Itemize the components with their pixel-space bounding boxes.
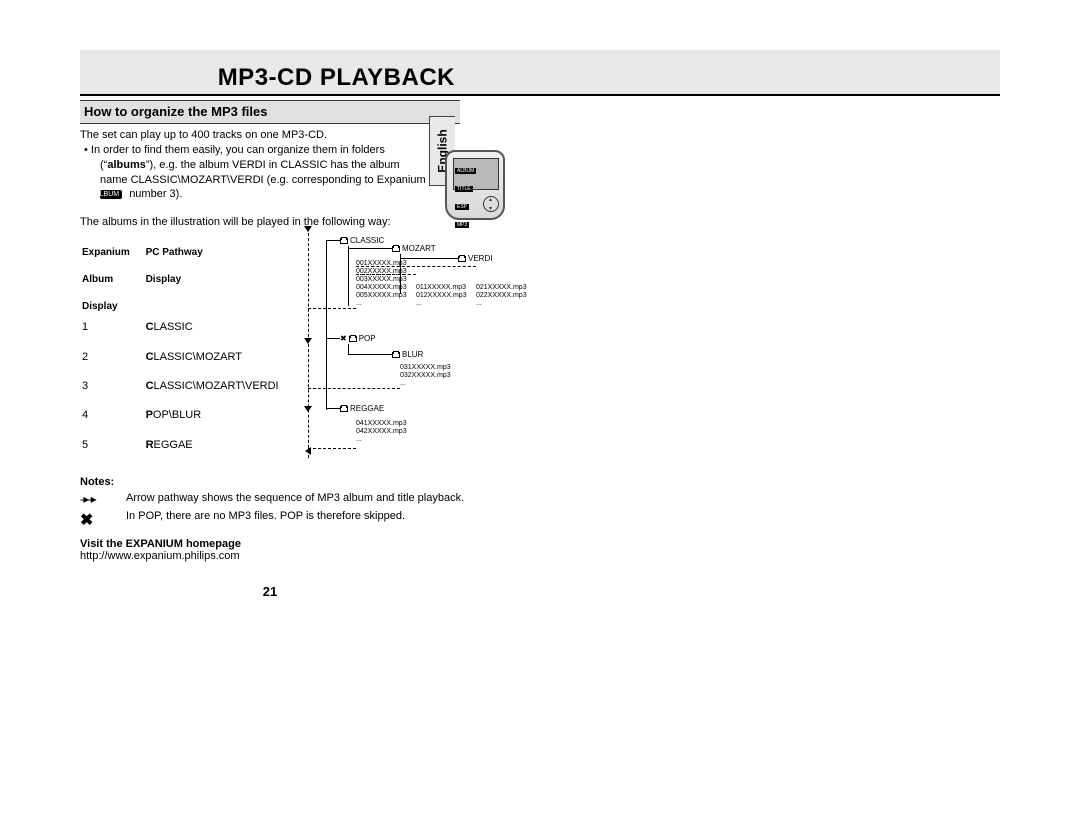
col2-h2: Display bbox=[146, 267, 298, 292]
album-badge: ALBUM bbox=[100, 190, 122, 199]
bullet-text1: In order to find them easily, you can or… bbox=[91, 144, 385, 156]
pathway-table: Expanium PC Pathway Album Display Displa… bbox=[80, 238, 300, 468]
sub-header-bar: How to organize the MP3 files bbox=[80, 100, 460, 124]
folder-tree-diagram: CLASSIC MOZART VERDI 001XXXXX.mp3 002XXX… bbox=[300, 238, 700, 468]
note1-text: Arrow pathway shows the sequence of MP3 … bbox=[126, 492, 1000, 504]
visit-url: http://www.expanium.philips.com bbox=[80, 550, 1000, 562]
arrowhead-icon bbox=[304, 338, 312, 344]
row1-n: 1 bbox=[82, 321, 144, 348]
arrowhead-icon bbox=[305, 447, 311, 455]
note2-text: In POP, there are no MP3 files. POP is t… bbox=[126, 510, 1000, 522]
albums-bold: albums bbox=[107, 159, 146, 171]
section-title: MP3-CD PLAYBACK bbox=[218, 64, 455, 92]
device-illustration: ALBUM TITLE ESP MP3 bbox=[445, 150, 505, 220]
pathway-table-area: Expanium PC Pathway Album Display Displa… bbox=[80, 238, 1000, 468]
screen-title: TITLE bbox=[455, 186, 473, 192]
folder-reggae: REGGAE bbox=[340, 404, 384, 413]
manual-page: MP3-CD PLAYBACK English How to organize … bbox=[80, 50, 1000, 599]
row4-n: 4 bbox=[82, 409, 144, 436]
col1-h1: Expanium bbox=[82, 240, 144, 265]
visit-section: Visit the EXPANIUM homepage http://www.e… bbox=[80, 538, 1000, 562]
folder-verdi: VERDI bbox=[458, 254, 492, 263]
sub-header-text: How to organize the MP3 files bbox=[84, 104, 267, 119]
device-screen: ALBUM TITLE ESP MP3 bbox=[453, 158, 499, 190]
arrowhead-icon bbox=[304, 226, 312, 232]
bullet-marker: • bbox=[84, 144, 88, 156]
bullet-text4: number 3). bbox=[129, 188, 182, 200]
notes-section: Notes: - ▸- ▸ Arrow pathway shows the se… bbox=[80, 476, 1000, 530]
col1-h2: Album bbox=[82, 267, 144, 292]
visit-header: Visit the EXPANIUM homepage bbox=[80, 538, 1000, 550]
arrowhead-icon bbox=[304, 406, 312, 412]
col1-h3: Display bbox=[82, 294, 144, 319]
page-number: 21 bbox=[80, 584, 460, 599]
folder-mozart: MOZART bbox=[392, 244, 436, 253]
header-bar: MP3-CD PLAYBACK bbox=[80, 50, 1000, 96]
row5-n: 5 bbox=[82, 439, 144, 466]
device-knob bbox=[483, 196, 499, 212]
folder-pop: ✖POP bbox=[340, 334, 376, 343]
notes-header: Notes: bbox=[80, 476, 1000, 488]
arrow-path-icon: - ▸- ▸ bbox=[80, 492, 126, 506]
followup-text: The albums in the illustration will be p… bbox=[80, 216, 1000, 228]
folder-classic: CLASSIC bbox=[340, 236, 384, 245]
tree-trunk bbox=[326, 240, 327, 410]
row3-n: 3 bbox=[82, 380, 144, 407]
row2-n: 2 bbox=[82, 351, 144, 378]
folder-blur: BLUR bbox=[392, 350, 423, 359]
cross-icon: ✖ bbox=[80, 510, 126, 530]
screen-esp: ESP bbox=[455, 204, 469, 210]
screen-album: ALBUM bbox=[455, 168, 476, 174]
bullet-text3: name CLASSIC\MOZART\VERDI (e.g. correspo… bbox=[92, 174, 426, 186]
screen-mp3: MP3 bbox=[455, 222, 469, 228]
col2-h1: PC Pathway bbox=[146, 240, 298, 265]
